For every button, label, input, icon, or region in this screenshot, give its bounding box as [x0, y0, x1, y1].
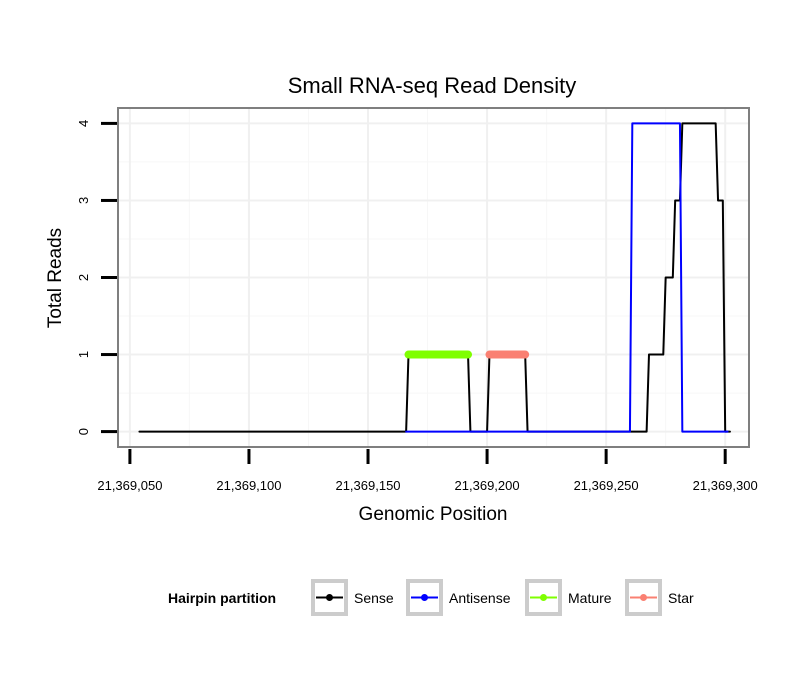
- series-line-antisense: [405, 122, 729, 433]
- series-line-sense: [138, 122, 731, 433]
- x-tick-label: 21,369,100: [216, 478, 281, 493]
- y-tick-label: 4: [76, 120, 91, 127]
- grid: [119, 109, 748, 446]
- x-axis-title: Genomic Position: [359, 504, 508, 525]
- legend-point-mature: [540, 594, 547, 601]
- legend-label-sense: Sense: [354, 590, 394, 606]
- legend-label-antisense: Antisense: [449, 590, 511, 606]
- x-tick-label: 21,369,300: [693, 478, 758, 493]
- legend-point-sense: [326, 594, 333, 601]
- x-tick-label: 21,369,200: [455, 478, 520, 493]
- legend-label-star: Star: [668, 590, 694, 606]
- x-tick-label: 21,369,250: [574, 478, 639, 493]
- legend-label-mature: Mature: [568, 590, 612, 606]
- y-tick-label: 2: [76, 274, 91, 281]
- x-axis: 21,369,050 21,369,100 21,369,150 21,369,200…: [97, 449, 758, 493]
- y-axis-title: Total Reads: [45, 228, 66, 328]
- x-tick-label: 21,369,050: [97, 478, 162, 493]
- legend-point-antisense: [421, 594, 428, 601]
- series-lines: [138, 122, 731, 433]
- y-tick-label: 0: [76, 428, 91, 435]
- y-tick-label: 1: [76, 351, 91, 358]
- legend-title: Hairpin partition: [168, 590, 276, 606]
- legend: Hairpin partition Sense Antisense Mature St…: [168, 579, 694, 616]
- chart-title: Small RNA-seq Read Density: [288, 73, 577, 98]
- y-axis: 0 1 2 3 4: [76, 120, 117, 435]
- x-tick-label: 21,369,150: [335, 478, 400, 493]
- legend-point-star: [640, 594, 647, 601]
- y-tick-label: 3: [76, 197, 91, 204]
